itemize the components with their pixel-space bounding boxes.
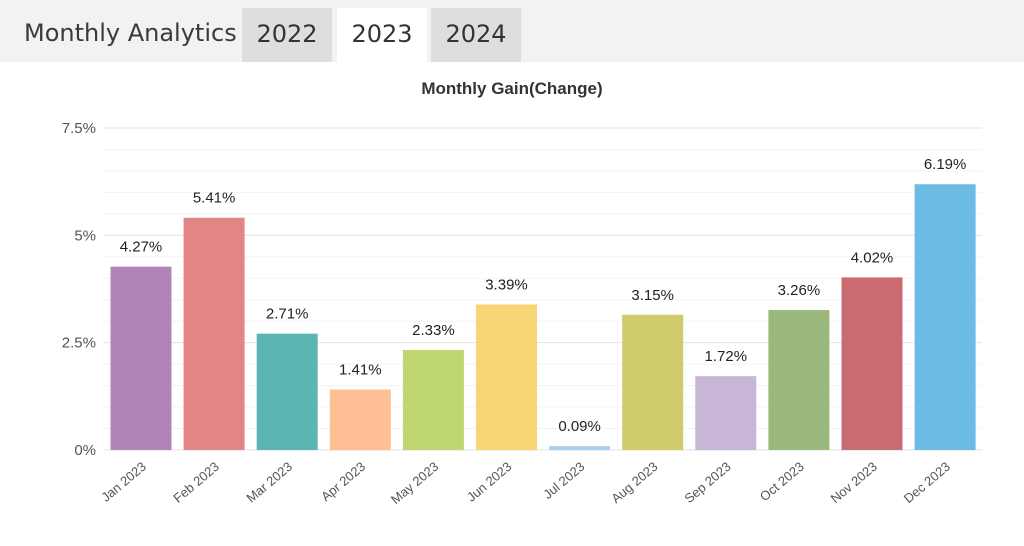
bar — [914, 184, 976, 450]
tab-2023[interactable]: 2023 — [337, 8, 427, 62]
x-tick-label: Apr 2023 — [318, 459, 368, 504]
y-tick-label: 0% — [74, 442, 96, 459]
data-label: 2.33% — [412, 322, 455, 339]
x-tick-label: Jan 2023 — [98, 459, 149, 505]
x-tick-label: Feb 2023 — [170, 459, 222, 506]
bar — [841, 277, 903, 450]
page-title: Monthly Analytics — [24, 19, 237, 47]
x-tick-label: Dec 2023 — [901, 459, 953, 506]
tab-bar: Monthly Analytics 2022 2023 2024 — [0, 0, 1024, 62]
chart-title: Monthly Gain(Change) — [421, 79, 602, 98]
bar — [476, 304, 537, 450]
x-tick-label: Oct 2023 — [757, 459, 807, 504]
bar — [768, 310, 830, 450]
data-label: 0.09% — [558, 418, 601, 435]
data-label: 2.71% — [266, 306, 309, 323]
x-tick-label: Jun 2023 — [464, 459, 515, 505]
x-tick-label: Sep 2023 — [681, 459, 733, 506]
y-tick-label: 7.5% — [62, 120, 96, 137]
data-label: 4.02% — [851, 249, 894, 266]
x-tick-label: Jul 2023 — [540, 459, 587, 502]
y-axis: 0% 2.5% 5% 7.5% — [62, 120, 96, 459]
x-tick-label: Mar 2023 — [243, 459, 295, 506]
data-label: 1.72% — [705, 348, 748, 365]
y-tick-label: 2.5% — [62, 335, 96, 352]
bar — [256, 333, 318, 450]
x-axis: Jan 2023 Feb 2023 Mar 2023 Apr 2023 May 2023… — [98, 459, 953, 507]
data-label: 3.39% — [485, 276, 528, 293]
data-label: 6.19% — [924, 156, 967, 173]
grid-lines — [104, 127, 982, 451]
monthly-gain-chart: Monthly Gain(Change) 0% 2.5% 5% 7.5% 4.27% 5… — [62, 79, 982, 507]
tab-2024[interactable]: 2024 — [431, 8, 521, 62]
bars: 4.27% 5.41% 2.71% 1.41% 2.33% 3.39% 0.09% 3.15%… — [110, 156, 976, 450]
tab-2022[interactable]: 2022 — [242, 8, 332, 62]
data-label: 4.27% — [120, 239, 163, 256]
x-tick-label: Aug 2023 — [608, 459, 660, 506]
data-label: 5.41% — [193, 190, 236, 207]
bar — [695, 376, 757, 450]
bar — [110, 266, 172, 450]
data-label: 3.26% — [778, 282, 821, 299]
data-label: 3.15% — [631, 287, 674, 304]
bar — [329, 389, 391, 450]
bar — [183, 217, 245, 450]
data-label: 1.41% — [339, 361, 382, 378]
x-tick-label: May 2023 — [388, 459, 441, 507]
bar — [549, 446, 611, 450]
bar — [622, 314, 684, 450]
x-tick-label: Nov 2023 — [828, 459, 880, 506]
y-tick-label: 5% — [74, 227, 96, 244]
bar — [402, 349, 464, 450]
